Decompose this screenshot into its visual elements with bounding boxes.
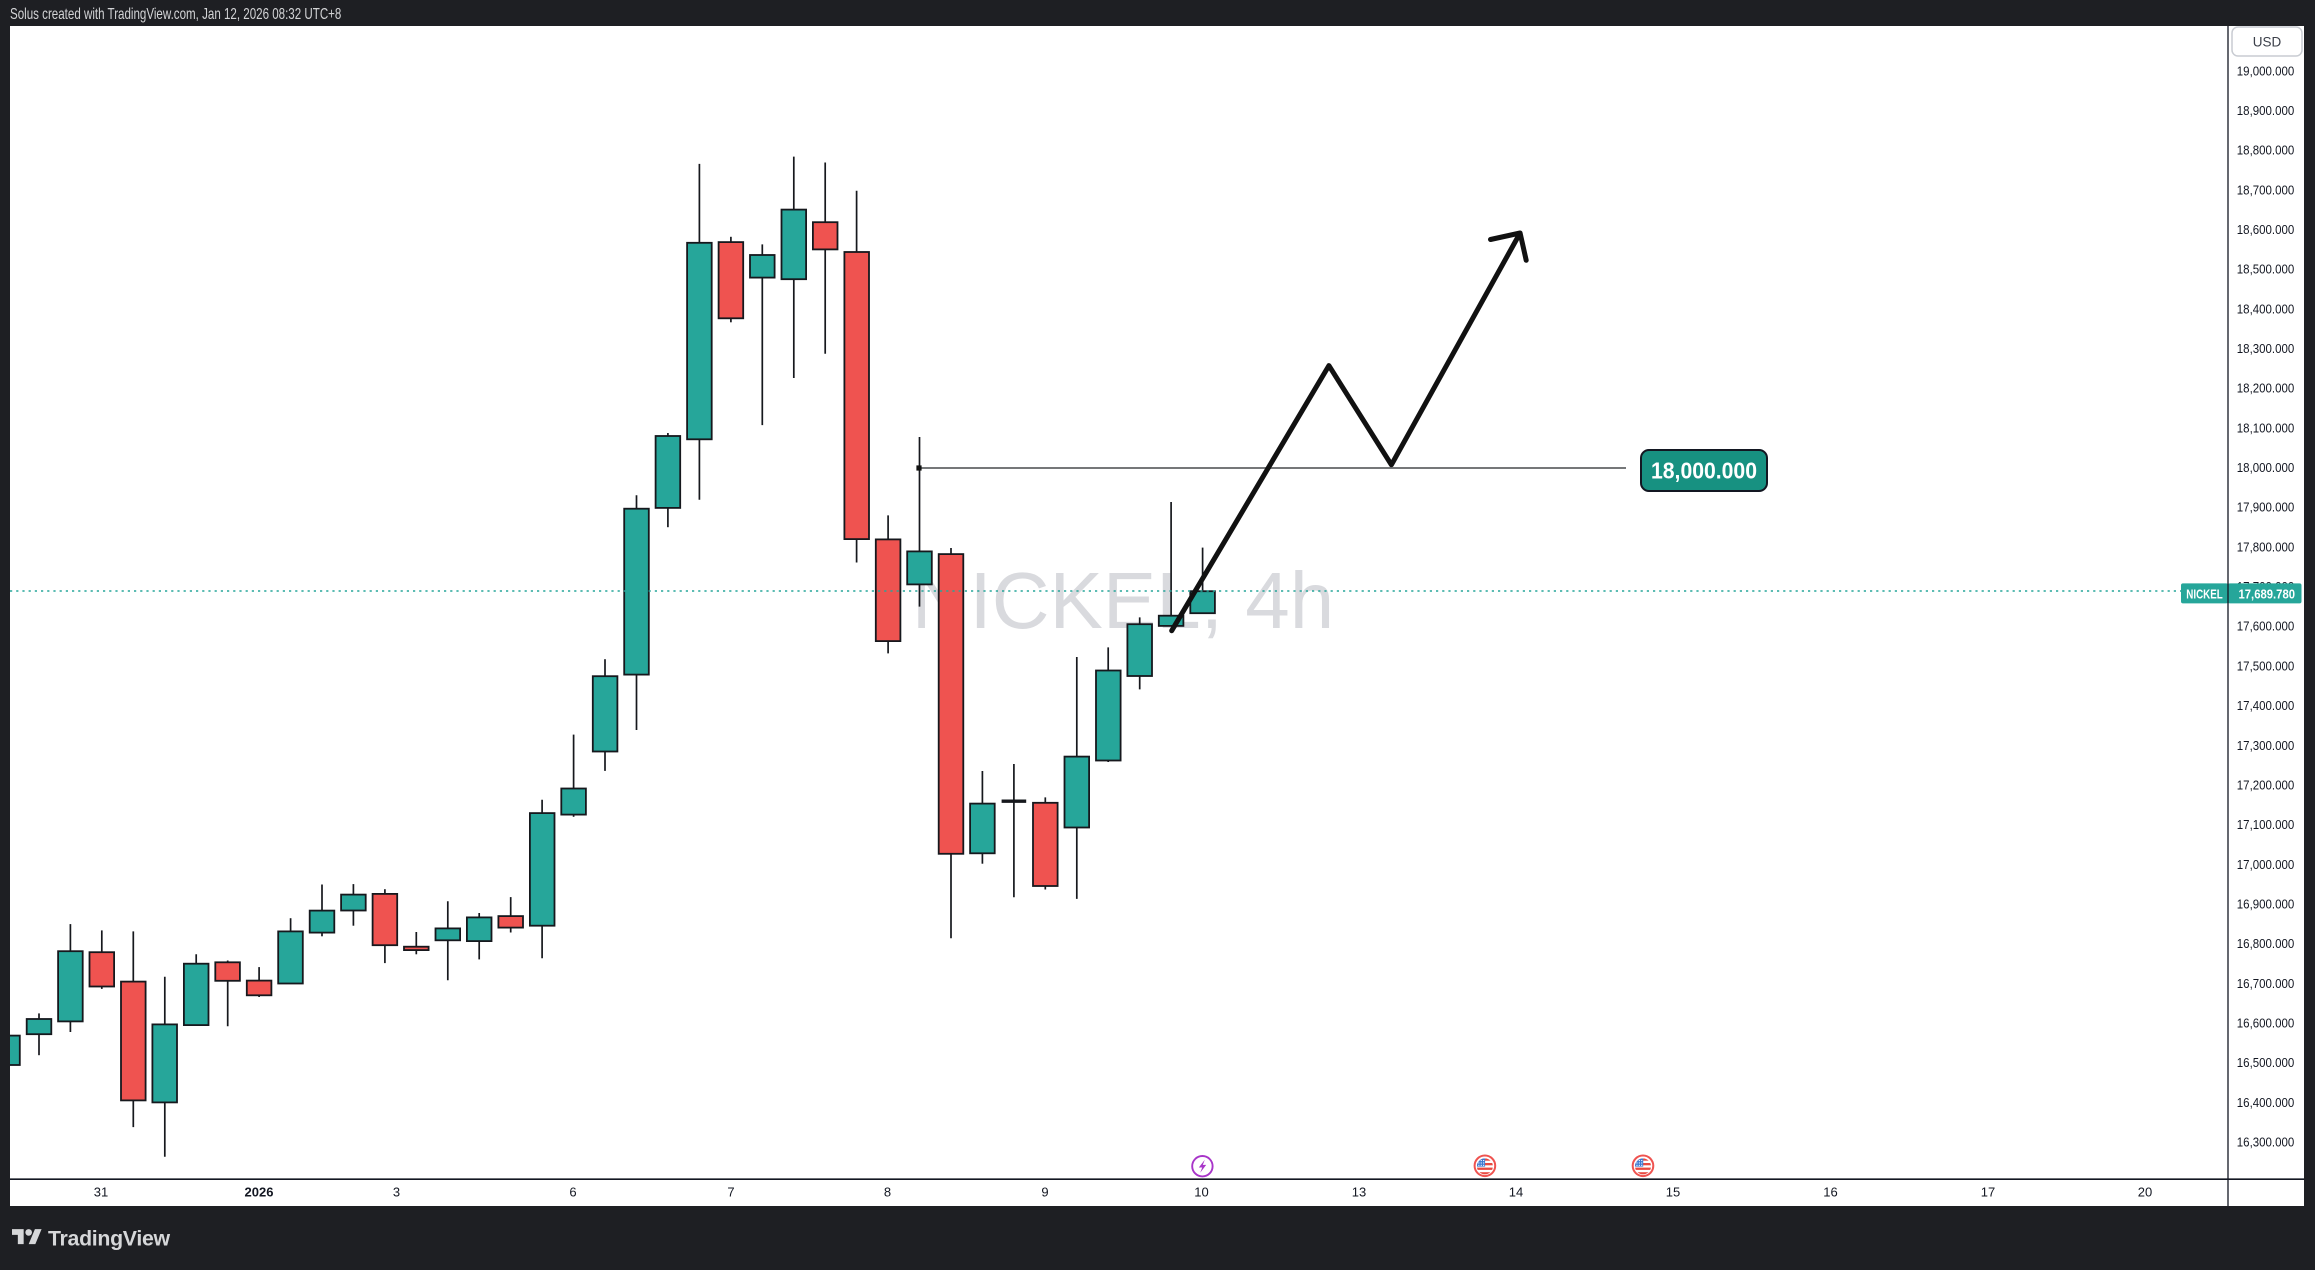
svg-text:TradingView: TradingView <box>48 1230 170 1251</box>
svg-text:14: 14 <box>1509 1185 1523 1200</box>
svg-text:3: 3 <box>393 1185 400 1200</box>
svg-text:17,800.000: 17,800.000 <box>2237 540 2295 554</box>
svg-text:18,300.000: 18,300.000 <box>2237 342 2295 356</box>
svg-text:18,900.000: 18,900.000 <box>2237 104 2295 118</box>
svg-text:18,400.000: 18,400.000 <box>2237 302 2295 316</box>
svg-text:Solus created with TradingView: Solus created with TradingView.com, Jan … <box>10 5 342 22</box>
svg-text:17,100.000: 17,100.000 <box>2237 818 2295 832</box>
svg-text:17,000.000: 17,000.000 <box>2237 858 2295 872</box>
svg-text:17,400.000: 17,400.000 <box>2237 699 2295 713</box>
svg-text:18,500.000: 18,500.000 <box>2237 263 2295 277</box>
svg-text:9: 9 <box>1041 1185 1048 1200</box>
svg-text:7: 7 <box>727 1185 734 1200</box>
svg-text:NICKEL, 4h: NICKEL, 4h <box>912 556 1334 645</box>
svg-text:17,300.000: 17,300.000 <box>2237 739 2295 753</box>
svg-text:16,500.000: 16,500.000 <box>2237 1056 2295 1070</box>
svg-text:18,000.000: 18,000.000 <box>2237 461 2295 475</box>
svg-text:18,700.000: 18,700.000 <box>2237 183 2295 197</box>
svg-text:16,800.000: 16,800.000 <box>2237 937 2295 951</box>
svg-text:6: 6 <box>569 1185 576 1200</box>
svg-text:16,300.000: 16,300.000 <box>2237 1136 2295 1150</box>
svg-text:17,900.000: 17,900.000 <box>2237 501 2295 515</box>
svg-text:20: 20 <box>2138 1185 2152 1200</box>
svg-text:13: 13 <box>1352 1185 1366 1200</box>
svg-text:16,900.000: 16,900.000 <box>2237 898 2295 912</box>
svg-text:16: 16 <box>1823 1185 1837 1200</box>
svg-text:16,600.000: 16,600.000 <box>2237 1017 2295 1031</box>
svg-text:17,689.780: 17,689.780 <box>2239 587 2296 601</box>
svg-text:2026: 2026 <box>245 1185 274 1200</box>
svg-text:16,400.000: 16,400.000 <box>2237 1096 2295 1110</box>
svg-text:10: 10 <box>1194 1185 1208 1200</box>
svg-text:17,600.000: 17,600.000 <box>2237 620 2295 634</box>
svg-text:16,700.000: 16,700.000 <box>2237 977 2295 991</box>
svg-text:31: 31 <box>94 1185 108 1200</box>
svg-text:19,000.000: 19,000.000 <box>2237 64 2295 78</box>
svg-text:NICKEL: NICKEL <box>2186 587 2223 601</box>
svg-text:17: 17 <box>1981 1185 1995 1200</box>
svg-text:18,200.000: 18,200.000 <box>2237 382 2295 396</box>
svg-text:18,000.000: 18,000.000 <box>1651 458 1757 484</box>
svg-text:8: 8 <box>884 1185 891 1200</box>
svg-text:15: 15 <box>1666 1185 1680 1200</box>
svg-text:18,800.000: 18,800.000 <box>2237 144 2295 158</box>
svg-text:USD: USD <box>2253 35 2282 50</box>
svg-text:17,200.000: 17,200.000 <box>2237 778 2295 792</box>
svg-text:18,100.000: 18,100.000 <box>2237 421 2295 435</box>
svg-text:17,500.000: 17,500.000 <box>2237 659 2295 673</box>
svg-text:18,600.000: 18,600.000 <box>2237 223 2295 237</box>
